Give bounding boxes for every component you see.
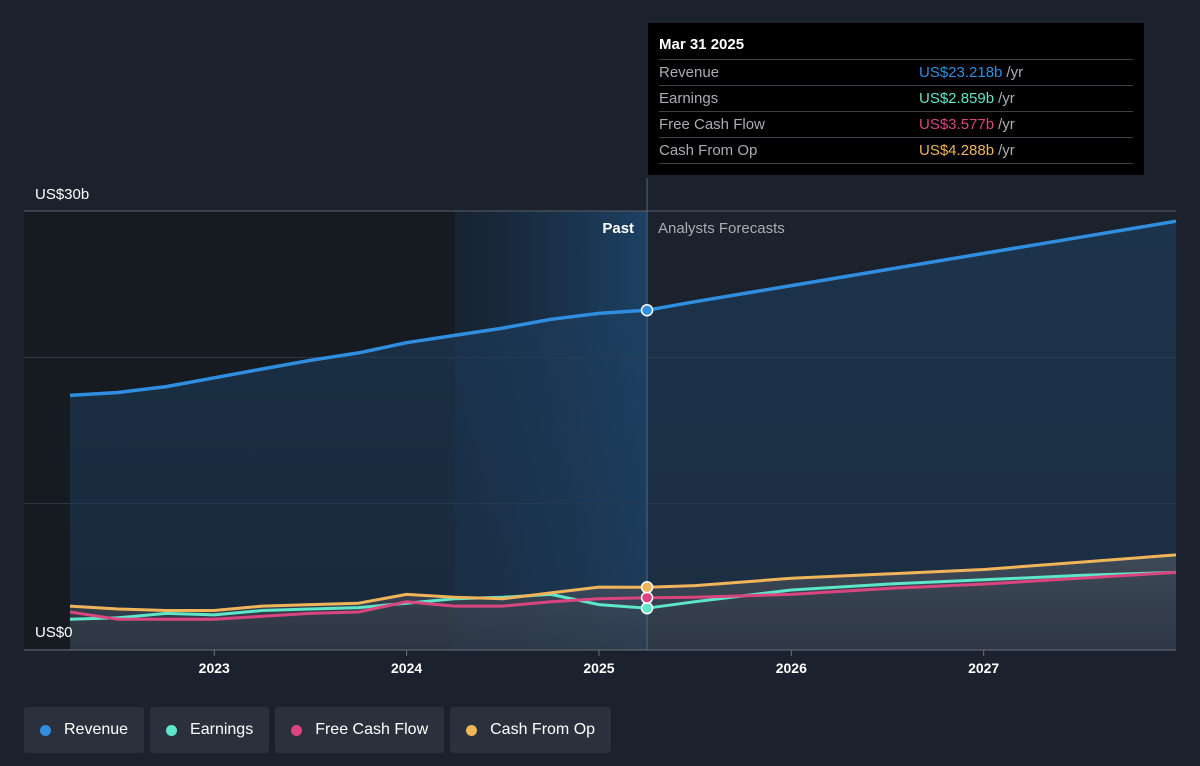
forecast-label: Analysts Forecasts (658, 220, 785, 237)
marker-cash-from-op (640, 581, 654, 594)
legend-dot-icon (166, 724, 178, 736)
legend-label: Revenue (64, 721, 129, 738)
tooltip-name: Free Cash Flow (659, 116, 765, 133)
x-tick-label: 2023 (199, 660, 230, 676)
tooltip-row-free-cash-flow: Free Cash Flow US$3.577b /yr (659, 111, 1133, 137)
legend-dot-icon (40, 724, 51, 736)
legend-dot-icon (291, 724, 303, 736)
financial-chart: Past Analysts Forecasts US$30b US$0 2023… (24, 178, 1177, 676)
tooltip-unit: /yr (998, 142, 1015, 159)
tooltip-value: US$23.218b (919, 64, 1003, 81)
tooltip-value: US$4.288b (919, 142, 995, 159)
revenue-area (70, 221, 1176, 650)
tooltip-row-revenue: Revenue US$23.218b /yr (659, 59, 1133, 85)
x-tick-label: 2026 (776, 660, 807, 676)
y-axis-bottom-label: US$0 (35, 624, 73, 641)
marker-free-cash-flow (640, 591, 654, 604)
marker-earnings (640, 601, 654, 615)
legend-item-free-cash-flow[interactable]: Free Cash Flow (275, 707, 445, 753)
legend-label: Earnings (190, 721, 254, 738)
legend-item-earnings[interactable]: Earnings (150, 707, 270, 753)
tooltip-name: Cash From Op (659, 142, 758, 159)
x-tick-label: 2024 (391, 660, 422, 676)
tooltip-row-earnings: Earnings US$2.859b /yr (659, 85, 1133, 111)
series-line-revenue (69, 219, 1177, 398)
legend-label: Free Cash Flow (315, 721, 429, 738)
data-tooltip: Mar 31 2025 Revenue US$23.218b /yr Earni… (648, 23, 1144, 175)
x-tick-label: 2025 (583, 660, 614, 676)
past-label: Past (602, 220, 634, 237)
series-line-free-cash-flow (69, 570, 1177, 621)
tooltip-row-cash-from-op: Cash From Op US$4.288b /yr (659, 137, 1133, 164)
legend-item-cash-from-op[interactable]: Cash From Op (450, 707, 612, 753)
tooltip-date: Mar 31 2025 (659, 36, 745, 53)
legend-item-revenue[interactable]: Revenue (24, 707, 145, 753)
tooltip-name: Earnings (659, 90, 719, 107)
tooltip-value: US$3.577b (919, 116, 995, 133)
tooltip-unit: /yr (998, 90, 1015, 107)
series-lines (69, 219, 1177, 621)
tooltip-value: US$2.859b (919, 90, 995, 107)
current-markers (640, 303, 654, 615)
cashflow-area (70, 554, 1176, 650)
x-axis-ticks: 2023 2024 2025 2026 2027 (199, 650, 999, 676)
legend-label: Cash From Op (490, 721, 596, 738)
x-tick-label: 2027 (968, 660, 999, 676)
tooltip-name: Revenue (659, 64, 720, 81)
marker-revenue (640, 303, 654, 317)
tooltip-unit: /yr (1006, 64, 1024, 81)
series-line-cash-from-op (69, 553, 1177, 612)
y-axis-top-label: US$30b (35, 186, 89, 203)
chart-legend: Revenue Earnings Free Cash Flow Cash Fro… (24, 707, 612, 753)
legend-dot-icon (466, 724, 478, 736)
tooltip-unit: /yr (998, 116, 1015, 133)
